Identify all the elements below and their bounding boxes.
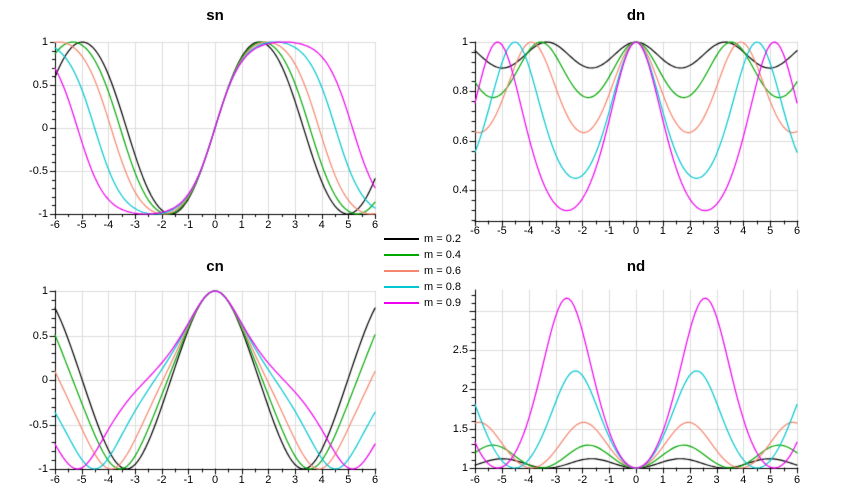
legend-line-swatch	[384, 286, 419, 288]
y-tick-label-cn: 0	[41, 374, 48, 386]
y-tick-label-nd: 2	[461, 383, 468, 396]
x-tick-label-nd: 4	[740, 474, 747, 486]
x-tick-label-sn: -2	[156, 219, 167, 231]
legend-label: m = 0.9	[424, 297, 461, 309]
x-tick-label-sn: -6	[50, 219, 60, 231]
y-tick-label-nd: 2.5	[452, 344, 468, 357]
legend-item: m = 0.6	[384, 263, 468, 279]
x-tick-label-cn: 3	[291, 474, 299, 486]
x-tick-label-sn: -3	[130, 219, 140, 231]
x-tick-label-sn: 4	[318, 219, 325, 231]
y-tick-label-nd: 1.5	[452, 422, 468, 435]
y-tick-label-dn: 1	[461, 36, 468, 48]
plot-title-sn: sn	[206, 7, 224, 24]
plot-title-dn: dn	[626, 7, 646, 24]
x-tick-label-dn: 6	[793, 225, 801, 237]
x-tick-label-cn: 0	[211, 474, 219, 486]
y-tick-label-sn: -1	[38, 208, 48, 220]
x-tick-label-nd: -3	[550, 474, 561, 486]
x-tick-label-sn: 1	[238, 219, 245, 231]
x-tick-label-cn: 4	[318, 474, 325, 486]
x-tick-label-cn: -6	[50, 474, 60, 486]
y-tick-label-dn: 0.6	[452, 134, 468, 147]
legend-item: m = 0.9	[384, 295, 468, 311]
x-tick-label-cn: -5	[76, 474, 87, 486]
y-tick-label-sn: 1	[41, 36, 48, 48]
x-tick-label-cn: -1	[183, 474, 194, 486]
legend-item: m = 0.4	[384, 247, 468, 263]
legend-line-swatch	[384, 254, 419, 256]
y-tick-label-sn: 0.5	[32, 79, 48, 91]
x-tick-label-dn: 2	[686, 225, 693, 237]
legend-label: m = 0.6	[424, 265, 461, 277]
x-tick-label-nd: -6	[470, 474, 480, 486]
y-tick-label-nd: 1	[461, 462, 468, 474]
y-tick-label-cn: 0.5	[32, 329, 48, 342]
x-tick-label-nd: -4	[523, 474, 534, 486]
x-tick-label-nd: 6	[793, 474, 801, 486]
x-tick-label-sn: 3	[291, 219, 299, 231]
x-tick-label-nd: -2	[577, 474, 588, 486]
x-tick-label-dn: 4	[740, 225, 747, 237]
y-tick-label-cn: -1	[38, 463, 48, 475]
legend-label: m = 0.4	[424, 249, 461, 261]
x-tick-label-dn: -6	[470, 225, 480, 237]
x-tick-label-cn: -3	[130, 474, 140, 486]
legend: m = 0.2 m = 0.4 m = 0.6 m = 0.8 m = 0.9	[384, 231, 468, 311]
legend-label: m = 0.2	[424, 233, 461, 245]
x-tick-label-nd: 1	[659, 474, 666, 486]
x-tick-label-cn: 6	[371, 474, 379, 486]
y-tick-label-cn: 1	[41, 285, 48, 297]
y-tick-label-dn: 0.8	[452, 85, 468, 98]
x-tick-label-cn: -2	[156, 474, 167, 486]
x-tick-label-dn: -1	[604, 225, 615, 237]
x-tick-label-dn: -4	[523, 225, 534, 237]
y-tick-label-sn: 0	[41, 122, 48, 134]
y-tick-label-cn: -0.5	[29, 418, 48, 431]
legend-line-swatch	[384, 238, 419, 240]
legend-item: m = 0.8	[384, 279, 468, 295]
x-tick-label-sn: 5	[345, 219, 352, 231]
x-tick-label-nd: 3	[713, 474, 720, 486]
legend-line-swatch	[384, 302, 419, 304]
legend-line-swatch	[384, 270, 419, 272]
x-tick-label-sn: 6	[371, 219, 379, 231]
x-tick-label-sn: -1	[183, 219, 194, 231]
x-tick-label-sn: -5	[76, 219, 87, 231]
x-tick-label-nd: 2	[686, 474, 693, 486]
x-tick-label-cn: 2	[265, 474, 272, 486]
plot-title-nd: nd	[626, 258, 646, 275]
y-tick-label-dn: 0.4	[452, 184, 468, 196]
x-tick-label-nd: -5	[496, 474, 507, 486]
x-tick-label-dn: 5	[767, 225, 774, 237]
x-tick-label-cn: 1	[238, 474, 245, 486]
plot-title-cn: cn	[206, 258, 224, 275]
x-tick-label-sn: -4	[103, 219, 114, 231]
legend-item: m = 0.2	[384, 231, 468, 247]
x-tick-label-dn: -2	[577, 225, 588, 237]
y-tick-label-sn: -0.5	[29, 165, 48, 177]
x-tick-label-dn: -3	[550, 225, 561, 237]
x-tick-label-nd: -1	[604, 474, 615, 486]
x-tick-label-sn: 2	[265, 219, 272, 231]
x-tick-label-dn: -5	[496, 225, 507, 237]
x-tick-label-dn: 0	[632, 225, 640, 237]
x-tick-label-sn: 0	[211, 219, 219, 231]
x-tick-label-dn: 1	[659, 225, 666, 237]
x-tick-label-nd: 5	[767, 474, 774, 486]
legend-label: m = 0.8	[424, 281, 461, 293]
x-tick-label-nd: 0	[632, 474, 640, 486]
x-tick-label-dn: 3	[713, 225, 720, 237]
x-tick-label-cn: 5	[345, 474, 352, 486]
x-tick-label-cn: -4	[103, 474, 114, 486]
